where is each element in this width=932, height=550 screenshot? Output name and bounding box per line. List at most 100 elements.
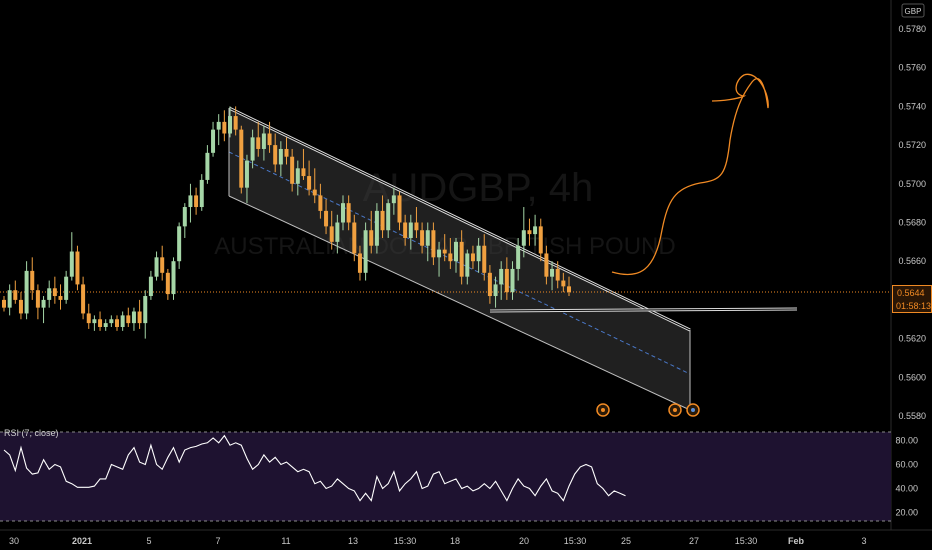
candle (81, 276, 86, 320)
time-tick-label: 18 (450, 536, 460, 546)
candle (261, 125, 266, 161)
time-tick-label: 3 (861, 536, 866, 546)
candle (131, 307, 136, 331)
time-tick-label: 20 (519, 536, 529, 546)
candle (228, 106, 232, 138)
candle (341, 195, 345, 231)
price-axis[interactable]: 0.5780 0.5760 0.5740 0.5720 0.5700 0.5680 0.56… (898, 24, 926, 421)
candlestick-series (2, 106, 571, 339)
candle (233, 106, 238, 136)
price-tick-label: 0.5680 (898, 218, 926, 228)
candle (391, 187, 396, 215)
last-price-tag: 0.5644 01:58:13 (892, 285, 932, 313)
candle (295, 160, 300, 196)
candle (357, 245, 362, 281)
price-tick-label: 0.5700 (898, 179, 926, 189)
price-tick-label: 0.5740 (898, 101, 926, 111)
channel-fill (229, 108, 690, 410)
candle (301, 148, 306, 180)
candle (312, 168, 317, 204)
candle (86, 303, 91, 329)
candle (470, 245, 475, 269)
candle (222, 110, 227, 142)
candle (64, 270, 69, 304)
candle (24, 261, 29, 320)
candle (550, 261, 555, 291)
rsi-legend[interactable]: RSI (7, close) (4, 428, 59, 438)
candle (335, 214, 340, 254)
candle (403, 214, 408, 246)
candle (278, 141, 283, 177)
channel-midline (228, 151, 691, 375)
candle (459, 230, 464, 285)
candle (160, 245, 165, 281)
candle (521, 207, 526, 258)
candle (437, 241, 442, 277)
event-marker-1[interactable] (596, 403, 610, 417)
rsi-tick-label: 80.00 (895, 435, 918, 445)
forecast-freehand-drawing[interactable] (611, 73, 769, 276)
candle (30, 257, 35, 300)
candle (13, 280, 18, 304)
channel-lower-line[interactable] (228, 195, 691, 411)
candle (369, 210, 374, 254)
candle (352, 214, 357, 262)
candle (75, 245, 80, 291)
candle (211, 121, 216, 157)
candle (194, 187, 199, 215)
rsi-axis[interactable]: 80.00 60.00 40.00 20.00 (895, 435, 918, 517)
candle (7, 284, 12, 316)
candle (69, 232, 74, 281)
currency-badge[interactable]: GBP (901, 3, 925, 18)
candle (324, 199, 329, 235)
candle (414, 207, 419, 238)
candle (267, 121, 272, 153)
time-axis[interactable]: 30 2021 5 7 11 13 15:30 18 20 15:30 25 27 15:30 Feb 3 (9, 536, 867, 546)
rsi-tick-label: 40.00 (895, 484, 918, 494)
candle (374, 203, 379, 254)
candle (544, 245, 549, 285)
candle (244, 154, 249, 204)
time-tick-label: 2021 (72, 536, 92, 546)
time-tick-label: 27 (689, 536, 699, 546)
candle (555, 261, 560, 289)
descending-channel[interactable] (228, 106, 691, 411)
price-tick-label: 0.5780 (898, 24, 926, 34)
candle (329, 210, 334, 250)
price-tick-label: 0.5760 (898, 63, 926, 73)
candle (58, 284, 63, 310)
time-tick-label: 5 (146, 536, 151, 546)
candle (216, 114, 221, 146)
candle (41, 296, 46, 324)
candle (408, 214, 413, 250)
horizontal-level-line[interactable] (489, 307, 798, 313)
price-tick-label: 0.5620 (898, 334, 926, 344)
candle (199, 174, 204, 211)
candle (318, 183, 323, 219)
candle (98, 311, 103, 331)
candle (188, 183, 193, 223)
candle (148, 270, 153, 300)
bar-countdown: 01:58:13 (896, 301, 931, 311)
time-tick-label: 15:30 (564, 536, 587, 546)
candle (47, 280, 52, 308)
candle (115, 315, 119, 331)
candle (52, 276, 57, 304)
time-tick-label: 25 (621, 536, 631, 546)
event-marker-2[interactable] (668, 403, 682, 417)
candle (538, 218, 543, 262)
candle (205, 145, 210, 184)
event-marker-3[interactable] (686, 403, 700, 417)
candle (126, 307, 131, 327)
price-tick-label: 0.5660 (898, 256, 926, 266)
rsi-tick-label: 60.00 (895, 459, 918, 469)
candle (454, 237, 458, 273)
candle (120, 311, 125, 331)
candle (273, 133, 278, 173)
candle (442, 234, 447, 262)
last-price-value: 0.5644 (897, 288, 925, 298)
candle (380, 195, 385, 238)
candle (346, 195, 351, 231)
candle (448, 237, 453, 269)
